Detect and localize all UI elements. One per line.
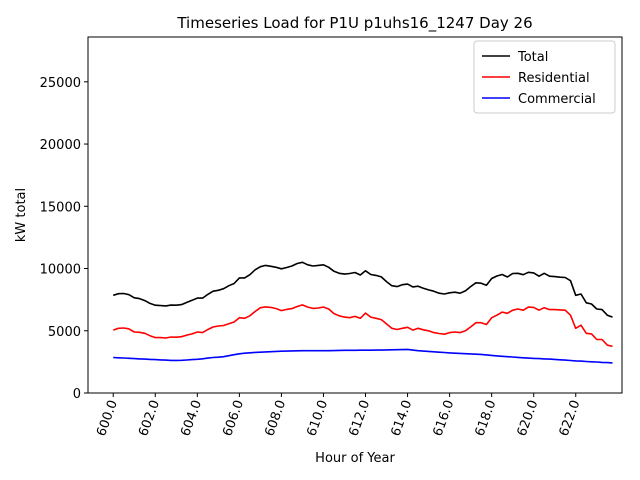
x-axis-title: Hour of Year xyxy=(315,451,395,466)
y-tick-label: 25000 xyxy=(40,76,81,91)
series-layer xyxy=(112,261,613,364)
y-tick-label: 20000 xyxy=(40,138,81,153)
legend-label-commercial: Commercial xyxy=(518,92,596,107)
series-line-commercial xyxy=(113,348,613,364)
y-tick-label: 15000 xyxy=(40,200,81,215)
y-tick-label: 5000 xyxy=(48,325,81,340)
chart-title: Timeseries Load for P1U p1uhs16_1247 Day… xyxy=(176,14,532,33)
legend: Total Residential Commercial xyxy=(473,40,616,114)
plot-frame xyxy=(87,36,623,394)
y-axis-title: kW total xyxy=(14,188,29,242)
series-line-total xyxy=(112,261,613,318)
legend-frame xyxy=(473,40,616,114)
y-tick-label: 0 xyxy=(73,387,81,402)
legend-label-total: Total xyxy=(517,50,548,65)
legend-label-residential: Residential xyxy=(518,71,590,86)
series-line-residential xyxy=(112,304,613,348)
y-tick-label: 10000 xyxy=(40,263,81,278)
